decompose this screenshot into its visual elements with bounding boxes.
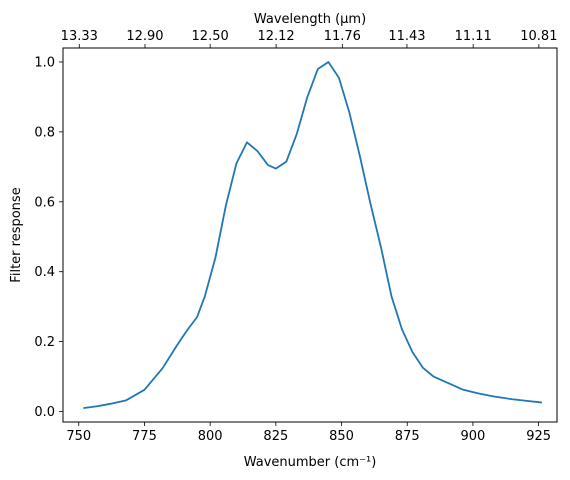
top-tick-label: 12.50 [192,29,229,44]
x-tick-label: 875 [395,429,420,444]
y-tick-label: 0.6 [34,195,55,210]
top-tick-label: 10.81 [520,29,557,44]
top-tick-label: 11.11 [455,29,492,44]
y-tick-label: 0.4 [34,265,55,280]
x-tick-label: 925 [526,429,551,444]
x-tick-label: 800 [198,429,223,444]
plot-area [63,48,557,422]
x-tick-label: 750 [66,429,91,444]
series-layer [83,61,543,409]
series-line [83,61,543,409]
top-axis-title: Wavelength (μm) [254,12,366,27]
y-tick-label: 0.8 [34,125,55,140]
top-tick-label: 13.33 [61,29,98,44]
top-tick-label: 11.76 [324,29,361,44]
tick-layer: 750 775 800 825 850 875 900 925 13.33 12.90 12.50 1… [34,29,557,444]
plot-frame [62,47,558,423]
y-axis-title: Filter response [9,187,24,282]
x-tick-label: 850 [329,429,354,444]
x-axis-title: Wavenumber (cm⁻¹) [244,455,377,470]
top-tick-label: 11.43 [388,29,425,44]
y-tick-label: 0.0 [34,405,55,420]
y-tick-label: 1.0 [34,55,55,70]
x-tick-label: 900 [461,429,486,444]
y-tick-label: 0.2 [34,335,55,350]
top-tick-label: 12.12 [257,29,294,44]
x-tick-label: 825 [263,429,288,444]
x-tick-label: 775 [132,429,157,444]
top-tick-label: 12.90 [126,29,163,44]
